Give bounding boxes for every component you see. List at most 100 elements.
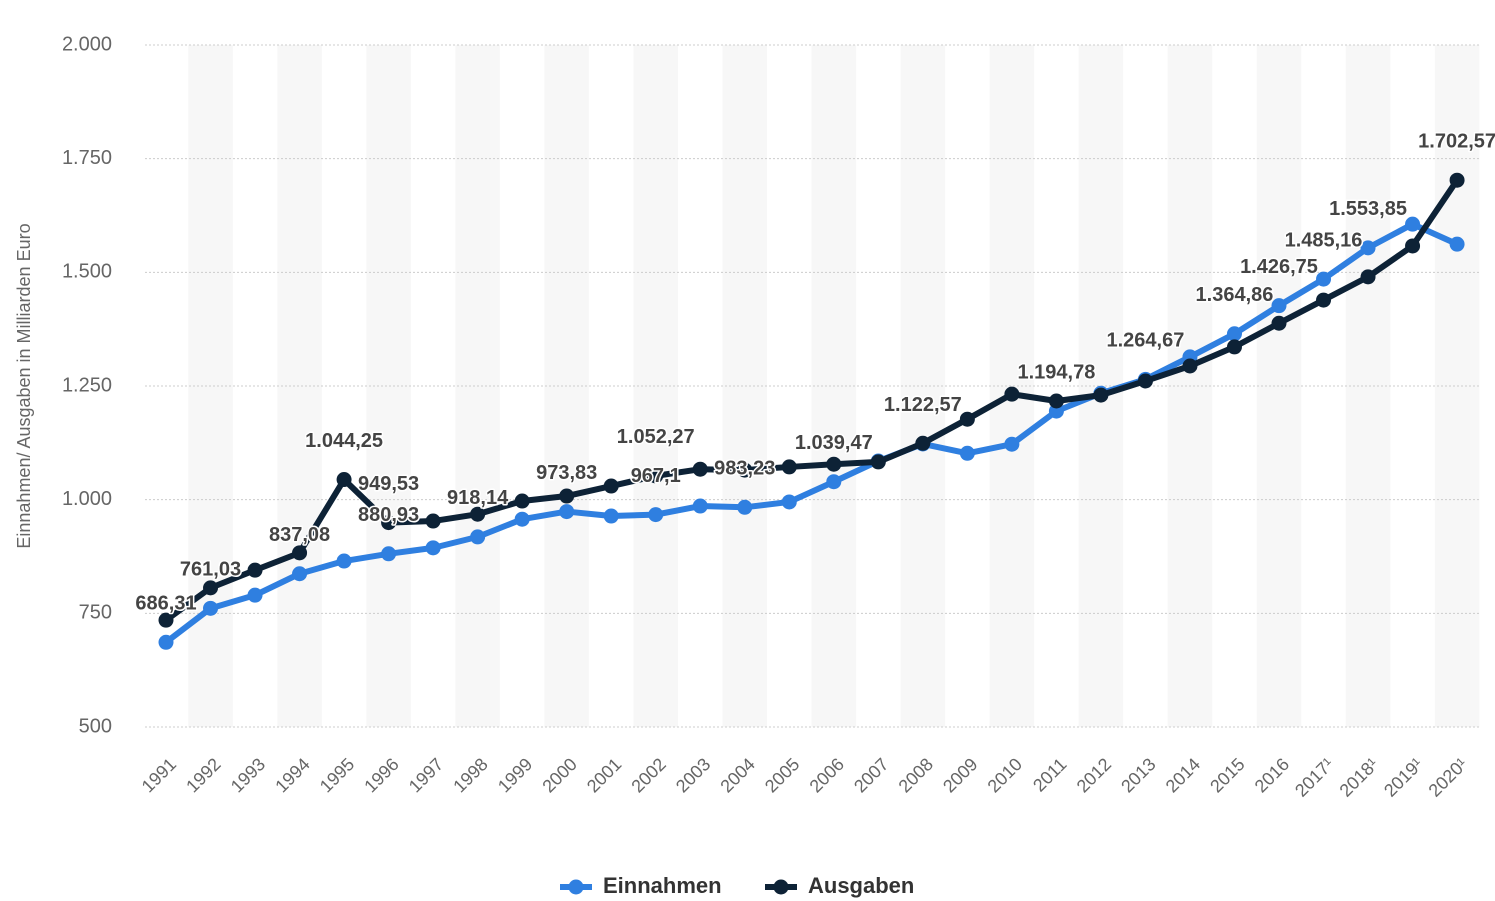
data-point bbox=[1405, 216, 1421, 232]
data-point bbox=[247, 587, 263, 603]
data-point bbox=[692, 498, 708, 514]
data-point bbox=[514, 511, 530, 527]
data-point bbox=[559, 504, 575, 520]
data-point bbox=[1271, 315, 1287, 331]
data-point bbox=[603, 478, 619, 494]
data-point bbox=[1360, 240, 1376, 256]
data-label: 1.426,75 bbox=[1240, 256, 1318, 278]
data-point bbox=[959, 445, 975, 461]
x-tick-label: 1994 bbox=[271, 754, 313, 796]
data-label: 1.702,57 bbox=[1418, 131, 1495, 153]
legend-marker bbox=[568, 879, 584, 895]
data-point bbox=[1316, 271, 1332, 287]
x-tick-label: 2019¹ bbox=[1380, 754, 1427, 801]
data-label: 918,14 bbox=[447, 487, 509, 509]
data-label: 1.553,85 bbox=[1329, 198, 1407, 220]
data-point bbox=[692, 461, 708, 477]
y-tick-label: 1.250 bbox=[62, 374, 112, 396]
x-tick-label: 1993 bbox=[227, 754, 269, 796]
column-stripe bbox=[989, 45, 1035, 727]
data-point bbox=[336, 553, 352, 569]
data-point bbox=[781, 494, 797, 510]
legend-label: Ausgaben bbox=[808, 873, 914, 898]
y-axis-title: Einnahmen/ Ausgaben in Milliarden Euro bbox=[14, 223, 34, 548]
data-label: 837,08 bbox=[269, 524, 330, 546]
data-point bbox=[1093, 387, 1109, 403]
data-label: 1.044,25 bbox=[305, 430, 383, 452]
data-label: 1.264,67 bbox=[1107, 330, 1185, 352]
data-label: 1.039,47 bbox=[795, 432, 873, 454]
data-point bbox=[158, 612, 174, 628]
data-label: 1.194,78 bbox=[1017, 361, 1095, 383]
x-tick-label: 2003 bbox=[672, 754, 714, 796]
x-tick-label: 2014 bbox=[1162, 754, 1204, 796]
data-point bbox=[292, 566, 308, 582]
x-tick-label: 2008 bbox=[895, 754, 937, 796]
x-tick-label: 2018¹ bbox=[1336, 754, 1383, 801]
data-point bbox=[158, 634, 174, 650]
data-point bbox=[203, 600, 219, 616]
data-point bbox=[1316, 292, 1332, 308]
y-tick-label: 1.500 bbox=[62, 261, 112, 283]
data-point bbox=[247, 562, 263, 578]
x-tick-label: 2007 bbox=[850, 754, 892, 796]
data-point bbox=[336, 472, 352, 488]
data-point bbox=[425, 540, 441, 556]
x-tick-label: 2006 bbox=[806, 754, 848, 796]
data-label: 761,03 bbox=[180, 559, 241, 581]
x-tick-label: 1995 bbox=[316, 754, 358, 796]
data-point bbox=[1449, 236, 1465, 252]
data-point bbox=[559, 488, 575, 504]
data-label: 1.052,27 bbox=[617, 426, 695, 448]
series-line bbox=[164, 221, 1459, 645]
series-line bbox=[164, 178, 1460, 623]
data-point bbox=[1226, 326, 1242, 342]
data-point bbox=[381, 546, 397, 562]
data-point bbox=[470, 506, 486, 522]
data-point bbox=[870, 454, 886, 470]
data-point bbox=[648, 507, 664, 523]
data-point bbox=[1449, 172, 1465, 188]
data-point bbox=[203, 580, 219, 596]
x-tick-label: 2013 bbox=[1117, 754, 1159, 796]
data-point bbox=[1405, 238, 1421, 254]
data-point bbox=[603, 508, 619, 524]
y-tick-label: 1.000 bbox=[62, 488, 112, 510]
data-point bbox=[826, 474, 842, 490]
data-label: 686,31 bbox=[135, 593, 196, 615]
x-tick-label: 2016 bbox=[1251, 754, 1293, 796]
data-point bbox=[826, 456, 842, 472]
data-point bbox=[959, 411, 975, 427]
data-point bbox=[470, 529, 486, 545]
data-point bbox=[1271, 298, 1287, 314]
legend-marker bbox=[773, 879, 789, 895]
data-label: 973,83 bbox=[536, 462, 597, 484]
y-tick-label: 750 bbox=[79, 602, 112, 624]
data-point bbox=[1182, 358, 1198, 374]
data-label: 967,1 bbox=[631, 465, 681, 487]
data-point bbox=[737, 499, 753, 515]
y-tick-label: 1.750 bbox=[62, 147, 112, 169]
x-tick-label: 2004 bbox=[716, 754, 758, 796]
legend-item: Ausgaben bbox=[765, 873, 914, 898]
data-label: 983,23 bbox=[714, 458, 775, 480]
data-point bbox=[915, 435, 931, 451]
x-tick-label: 1997 bbox=[405, 754, 447, 796]
data-point bbox=[425, 513, 441, 529]
x-tick-label: 1992 bbox=[182, 754, 224, 796]
x-tick-label: 2020¹ bbox=[1425, 754, 1472, 801]
column-stripe bbox=[1345, 45, 1391, 727]
x-tick-label: 2010 bbox=[984, 754, 1026, 796]
legend-item: Einnahmen bbox=[560, 873, 722, 898]
data-point bbox=[1360, 269, 1376, 285]
x-tick-label: 2015 bbox=[1206, 754, 1248, 796]
data-point bbox=[1048, 393, 1064, 409]
data-point bbox=[381, 515, 397, 531]
x-tick-label: 2012 bbox=[1073, 754, 1115, 796]
legend-label: Einnahmen bbox=[603, 873, 722, 898]
data-point bbox=[1004, 436, 1020, 452]
data-point bbox=[514, 493, 530, 509]
x-tick-label: 1996 bbox=[360, 754, 402, 796]
